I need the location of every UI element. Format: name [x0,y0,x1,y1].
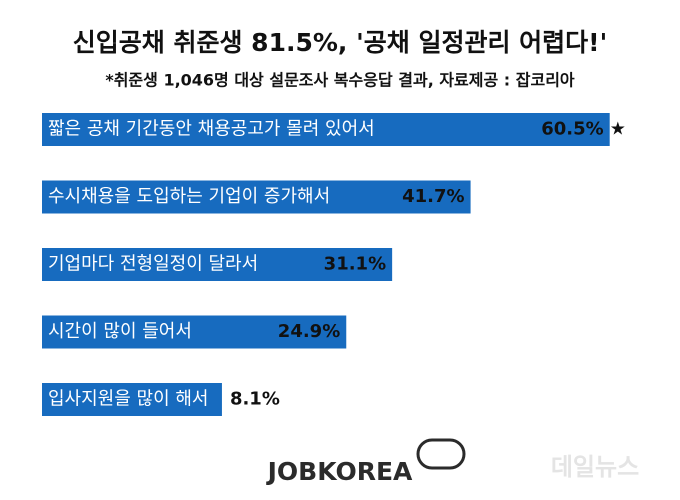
bar [42,248,393,281]
bar [42,113,610,146]
bar [42,180,471,214]
logo-text: JOBKOREA [266,457,413,486]
category-label: 기업마다 전형일정이 달라서 [48,254,258,275]
annotation: ★ [610,119,626,140]
value-label: 24.9% [278,321,340,342]
bar [42,315,347,349]
value-label: 60.5% [541,119,603,140]
value-label: 41.7% [402,186,464,207]
category-label: 입사지원을 많이 해서 [48,389,208,410]
chart-title: 신입공채 취준생 81.5%, '공채 일정관리 어렵다!' [73,28,607,57]
category-label: 수시채용을 도입하는 기업이 증가해서 [48,186,330,207]
logo: JOBKOREA [266,438,466,486]
category-label: 짧은 공채 기간동안 채용공고가 몰려 있어서 [48,119,375,140]
value-label: 8.1% [230,389,280,410]
category-label: 시간이 많이 들어서 [48,321,192,342]
chart-subtitle: *취준생 1,046명 대상 설문조사 복수응답 결과, 자료제공 : 잡코리아 [105,71,575,90]
logo-shape [416,438,466,470]
value-label: 31.1% [324,254,386,275]
bar [42,383,222,416]
watermark: 데일뉴스 [551,453,639,481]
